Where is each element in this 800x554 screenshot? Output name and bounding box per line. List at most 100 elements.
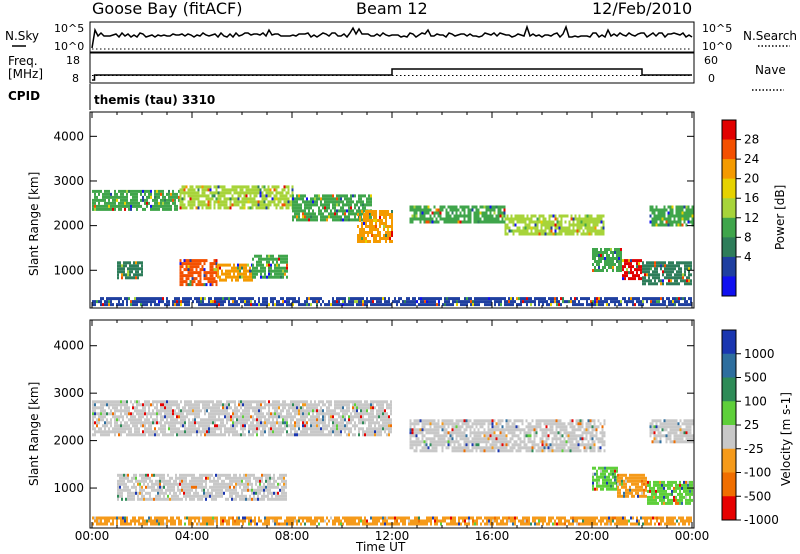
heatmap-cell <box>683 220 686 224</box>
heatmap-cell <box>240 424 242 428</box>
heatmap-cell <box>690 300 692 304</box>
heatmap-cell <box>259 200 262 204</box>
heatmap-cell <box>518 214 521 218</box>
heatmap-cell <box>410 300 412 304</box>
heatmap-cell <box>124 403 126 407</box>
heatmap-cell <box>235 191 238 195</box>
heatmap-cell <box>240 400 242 404</box>
heatmap-cell <box>258 257 260 261</box>
heatmap-cell <box>211 274 214 278</box>
heatmap-cell <box>359 228 361 231</box>
heatmap-cell <box>306 300 308 304</box>
heatmap-cell <box>348 409 350 413</box>
heatmap-cell <box>306 215 308 219</box>
heatmap-cell <box>388 421 390 425</box>
heatmap-cell <box>478 303 480 307</box>
heatmap-cell <box>424 300 426 304</box>
heatmap-cell <box>248 415 250 419</box>
heatmap-cell <box>430 303 432 307</box>
heatmap-cell <box>435 440 438 444</box>
heatmap-cell <box>379 213 381 216</box>
heatmap-cell <box>588 232 591 236</box>
heatmap-cell <box>304 427 306 431</box>
heatmap-cell <box>522 300 524 304</box>
heatmap-cell <box>156 421 158 425</box>
heatmap-cell <box>138 201 140 205</box>
heatmap-cell <box>634 303 636 307</box>
heatmap-cell <box>98 415 100 419</box>
heatmap-cell <box>423 449 426 453</box>
heatmap-cell <box>286 403 288 407</box>
heatmap-cell <box>212 433 214 437</box>
heatmap-cell <box>312 412 314 416</box>
heatmap-cell <box>270 427 272 431</box>
heatmap-cell <box>463 419 466 423</box>
heatmap-cell <box>479 446 482 450</box>
heatmap-cell <box>223 203 226 207</box>
heatmap-cell <box>274 403 276 407</box>
heatmap-cell <box>628 259 630 263</box>
heatmap-cell <box>338 209 340 213</box>
heatmap-cell <box>126 204 128 208</box>
heatmap-cell <box>510 214 513 218</box>
heatmap-cell <box>150 204 152 208</box>
heatmap-cell <box>219 278 221 282</box>
heatmap-cell <box>417 208 420 212</box>
heatmap-cell <box>131 264 133 268</box>
heatmap-cell <box>669 211 672 215</box>
heatmap-cell <box>162 418 164 422</box>
heatmap-cell <box>117 264 119 268</box>
heatmap-cell <box>600 229 603 233</box>
heatmap-cell <box>304 421 306 425</box>
heatmap-cell <box>248 427 250 431</box>
heatmap-cell <box>203 191 206 195</box>
heatmap-cell <box>370 412 372 416</box>
heatmap-cell <box>568 220 571 224</box>
heatmap-cell <box>144 430 146 434</box>
heatmap-cell <box>286 424 288 428</box>
heatmap-cell <box>188 412 190 416</box>
heatmap-cell <box>138 297 140 301</box>
heatmap-cell <box>574 300 576 304</box>
heatmap-cell <box>104 433 106 437</box>
heatmap-cell <box>110 412 112 416</box>
heatmap-cell <box>243 203 246 207</box>
heatmap-cell <box>433 443 436 447</box>
heatmap-cell <box>505 443 508 447</box>
heatmap-cell <box>322 409 324 413</box>
heatmap-cell <box>449 205 452 209</box>
heatmap-cell <box>302 194 304 198</box>
heatmap-cell <box>380 303 382 307</box>
heatmap-cell <box>154 303 156 307</box>
heatmap-cell <box>242 430 244 434</box>
heatmap-cell <box>534 223 537 227</box>
heatmap-cell <box>280 260 282 264</box>
heatmap-cell <box>356 412 358 416</box>
heatmap-cell <box>417 437 420 441</box>
heatmap-cell <box>284 424 286 428</box>
heatmap-cell <box>447 446 450 450</box>
heatmap-cell <box>306 430 308 434</box>
heatmap-cell <box>365 216 367 219</box>
heatmap-cell <box>316 203 318 207</box>
heatmap-cell <box>223 188 226 192</box>
heatmap-cell <box>608 257 610 260</box>
heatmap-cell <box>146 421 148 425</box>
heatmap-cell <box>439 211 442 215</box>
heatmap-cell <box>262 427 264 431</box>
heatmap-cell <box>148 418 150 422</box>
heatmap-cell <box>364 412 366 416</box>
heatmap-cell <box>380 406 382 410</box>
heatmap-cell <box>346 218 348 222</box>
heatmap-cell <box>406 300 408 304</box>
heatmap-cell <box>598 260 600 263</box>
heatmap-cell <box>372 418 374 422</box>
heatmap-cell <box>199 277 202 281</box>
heatmap-cell <box>423 220 426 224</box>
heatmap-cell <box>338 421 340 425</box>
heatmap-cell <box>484 303 486 307</box>
heatmap-cell <box>512 223 515 227</box>
heatmap-cell <box>362 430 364 434</box>
heatmap-cell <box>298 424 300 428</box>
heatmap-cell <box>598 251 600 254</box>
